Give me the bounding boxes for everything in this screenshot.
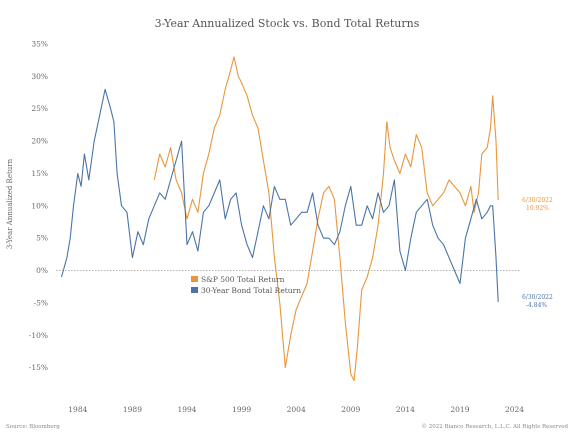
y-tick-label: 10% [31, 201, 48, 210]
copyright-note: © 2022 Bianco Research, L.L.C. All Right… [421, 423, 568, 430]
series-line-bond [60, 88, 499, 302]
x-tick-label: 2009 [341, 405, 360, 414]
y-tick-label: 0% [36, 266, 48, 275]
y-axis-label: 3-Year Annualized Return [6, 158, 14, 249]
x-tick-label: 2024 [505, 405, 524, 414]
end-date-bond: 6/30/2022 [522, 294, 553, 301]
y-tick-label: 30% [31, 72, 48, 81]
legend-swatch-bond [191, 287, 198, 293]
x-tick-label: 1989 [123, 405, 142, 414]
x-tick-label: 2004 [287, 405, 306, 414]
y-tick-label: -10% [29, 331, 48, 340]
x-tick-label: 2014 [396, 405, 415, 414]
source-note: Source: Bloomberg [6, 424, 60, 430]
x-tick-label: 2019 [450, 405, 469, 414]
chart-title: 3-Year Annualized Stock vs. Bond Total R… [155, 17, 420, 30]
legend: S&P 500 Total Return 30-Year Bond Total … [191, 275, 301, 295]
legend-label-sp500: S&P 500 Total Return [201, 275, 285, 284]
series-layer [60, 56, 499, 382]
y-tick-label: 20% [31, 137, 48, 146]
y-axis-ticks: 35% 30% 25% 20% 15% 10% 5% 0% -5% -10% -15% [29, 40, 48, 373]
end-date-sp500: 6/30/2022 [522, 197, 553, 204]
y-tick-label: 5% [36, 234, 48, 243]
x-tick-label: 1984 [68, 405, 87, 414]
y-tick-label: 35% [31, 40, 48, 49]
end-annotation-sp500: 6/30/2022 10.92% [522, 197, 553, 212]
y-tick-label: 15% [31, 169, 48, 178]
series-line-sp500 [153, 56, 499, 382]
y-tick-label: -15% [29, 363, 48, 372]
legend-label-bond: 30-Year Bond Total Return [201, 286, 301, 295]
end-annotation-bond: 6/30/2022 -4.84% [522, 294, 553, 309]
y-tick-label: 25% [31, 104, 48, 113]
x-tick-label: 1999 [232, 405, 251, 414]
legend-swatch-sp500 [191, 276, 198, 282]
x-tick-label: 1994 [177, 405, 196, 414]
end-value-bond: -4.84% [526, 302, 547, 309]
end-value-sp500: 10.92% [526, 205, 549, 212]
y-tick-label: -5% [34, 298, 48, 307]
x-axis-ticks: 1984 1989 1994 1999 2004 2009 2014 2019 2024 [68, 405, 524, 414]
